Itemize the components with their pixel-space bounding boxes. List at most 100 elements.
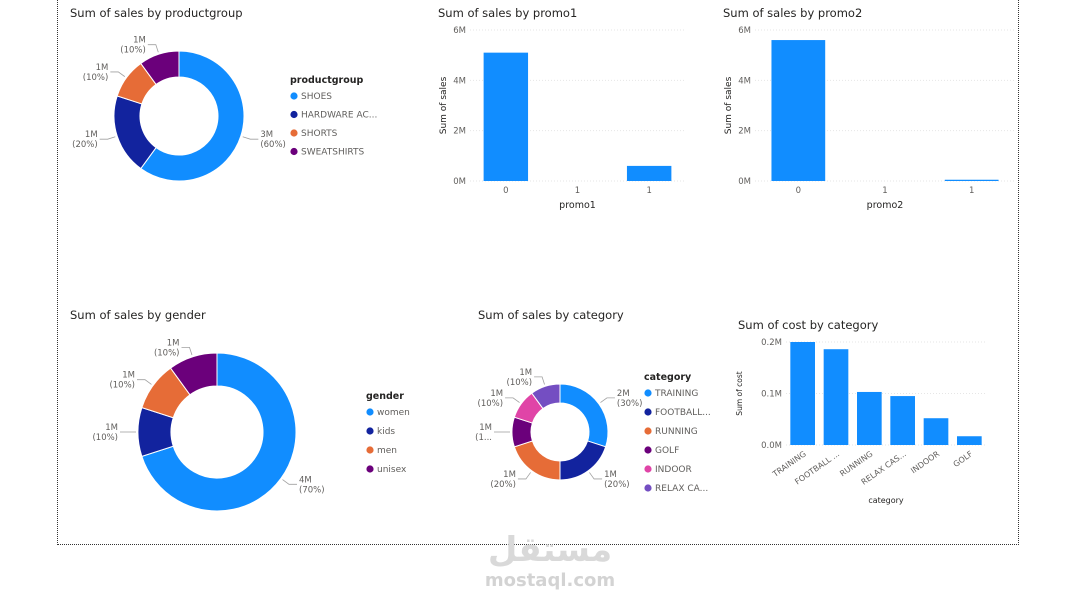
y-axis-label: Sum of cost xyxy=(735,371,744,415)
bar-chart-promo1: 0M 2M 4M 6M 0 1 1 promo1 Sum of sales xyxy=(439,26,685,211)
legend-marker xyxy=(366,408,374,416)
donut-slice xyxy=(169,352,218,396)
legend-item: men xyxy=(377,446,397,456)
legend-marker xyxy=(644,427,652,435)
data-label: (10%) xyxy=(507,378,533,388)
data-label: (20%) xyxy=(490,480,516,490)
data-label: 1M xyxy=(490,389,503,399)
bar xyxy=(790,342,815,445)
chart-panel-category[interactable]: Sum of sales by category 2M (30%) 1M (20%) 1… xyxy=(470,300,725,530)
donut-slice xyxy=(141,352,297,512)
chart-panel-promo2[interactable]: Sum of sales by promo2 0M 2M 4M 6M 0 1 1 promo2… xyxy=(715,0,1015,230)
data-label: (10%) xyxy=(478,399,504,409)
data-label: 1M xyxy=(85,130,98,140)
donut-chart-gender: 4M(70%)1M(10%)1M(10%)1M(10%)genderwomenk… xyxy=(92,338,410,512)
x-tick-label: 0 xyxy=(796,186,801,196)
data-label: 4M xyxy=(299,475,312,485)
chart-title: Sum of sales by promo2 xyxy=(723,6,863,20)
y-tick-label: 0M xyxy=(453,177,466,187)
y-axis-label: Sum of sales xyxy=(724,76,734,134)
data-label-leader xyxy=(589,472,603,480)
data-label: 1M xyxy=(96,63,109,73)
data-label-leader xyxy=(136,379,152,385)
legend-marker xyxy=(644,484,652,492)
data-label: (20%) xyxy=(72,140,98,150)
data-label-leader xyxy=(517,472,531,480)
legend-item: women xyxy=(377,408,410,418)
y-tick-label: 0.1M xyxy=(761,390,782,400)
legend-item: RUNNING xyxy=(655,427,698,437)
donut-slice xyxy=(531,383,561,410)
donut-slice xyxy=(140,50,180,86)
legend-marker xyxy=(644,408,652,416)
data-label-leader xyxy=(534,376,545,385)
y-tick-label: 0M xyxy=(738,177,751,187)
chart-title: Sum of sales by productgroup xyxy=(70,6,243,20)
bar xyxy=(944,179,999,181)
legend-title: productgroup xyxy=(290,75,364,86)
chart-panel-productgroup[interactable]: Sum of sales by productgroup 3M (60%) 1M (2… xyxy=(60,0,400,240)
y-tick-label: 6M xyxy=(453,26,466,36)
y-tick-label: 2M xyxy=(738,127,751,137)
legend-marker xyxy=(644,446,652,454)
x-tick-label: 1 xyxy=(882,186,887,196)
data-label: 1M xyxy=(122,371,135,381)
chart-panel-promo1[interactable]: Sum of sales by promo1 0M 2M 4M 6M 0 1 1 promo1… xyxy=(430,0,700,230)
data-label-leader xyxy=(99,136,116,140)
x-tick-label: 0 xyxy=(503,186,508,196)
data-label: 1M xyxy=(167,338,180,348)
legend-item: SHOES xyxy=(301,92,332,102)
chart-panel-gender[interactable]: Sum of sales by gender 4M (70%) 1M (10%) 1M(… xyxy=(60,300,440,530)
data-label: 1M xyxy=(604,470,617,480)
data-label-leader xyxy=(282,479,298,485)
data-label: (20%) xyxy=(604,480,630,490)
chart-title: Sum of sales by promo1 xyxy=(438,6,578,20)
x-axis-label: promo2 xyxy=(867,200,904,211)
bar-chart-promo2: 0M 2M 4M 6M 0 1 1 promo2 Sum of sales xyxy=(724,26,1015,211)
data-label: 1M xyxy=(503,470,516,480)
data-label-leader xyxy=(242,136,259,140)
y-tick-label: 0.0M xyxy=(761,441,782,451)
chart-title: Sum of cost by category xyxy=(738,318,879,332)
x-tick-label: 1 xyxy=(575,186,580,196)
data-label: (10%) xyxy=(109,381,135,391)
chart-panel-cost[interactable]: Sum of cost by category 0.0M 0.1M 0.2M TRAI… xyxy=(730,310,1015,530)
donut-slice xyxy=(140,50,245,182)
y-tick-label: 6M xyxy=(738,26,751,36)
legend-item: SWEATSHIRTS xyxy=(301,148,364,158)
donut-slice xyxy=(559,383,609,448)
legend-item: SHORTS xyxy=(301,129,338,139)
y-tick-label: 2M xyxy=(453,127,466,137)
data-label: (70%) xyxy=(299,485,325,495)
donut-chart-productgroup: 3M(60%)1M(20%)1M(10%)1M(10%)productgroup… xyxy=(72,36,377,182)
data-label: (10%) xyxy=(120,46,146,56)
watermark-logo-latin: mostaql.com xyxy=(484,570,616,591)
dashboard-canvas xyxy=(57,0,1019,545)
data-label: 1M xyxy=(479,423,492,433)
watermark-logo-arabic: مستقل xyxy=(487,530,613,570)
x-tick-label: 1 xyxy=(646,186,651,196)
data-label: (1... xyxy=(475,433,492,443)
legend-item: TRAINING xyxy=(654,389,698,399)
x-tick-label: INDOOR xyxy=(909,449,941,475)
y-tick-label: 0.2M xyxy=(761,338,782,348)
data-label: 1M xyxy=(133,36,146,46)
legend-title: gender xyxy=(366,391,404,402)
legend-item: GOLF xyxy=(655,446,679,456)
legend-marker xyxy=(290,92,298,100)
donut-slice xyxy=(513,440,561,481)
legend-marker xyxy=(366,427,374,435)
data-label: (60%) xyxy=(260,140,286,150)
data-label: (30%) xyxy=(617,399,643,409)
data-label-leader xyxy=(110,71,126,77)
legend-item: kids xyxy=(377,427,395,437)
legend-marker xyxy=(366,446,374,454)
bar xyxy=(483,52,529,182)
donut-slice xyxy=(559,440,607,481)
y-tick-label: 4M xyxy=(453,76,466,86)
data-label: 1M xyxy=(519,368,532,378)
legend-item: RELAX CA... xyxy=(655,484,708,494)
y-axis-label: Sum of sales xyxy=(439,76,449,134)
bar xyxy=(923,418,949,445)
